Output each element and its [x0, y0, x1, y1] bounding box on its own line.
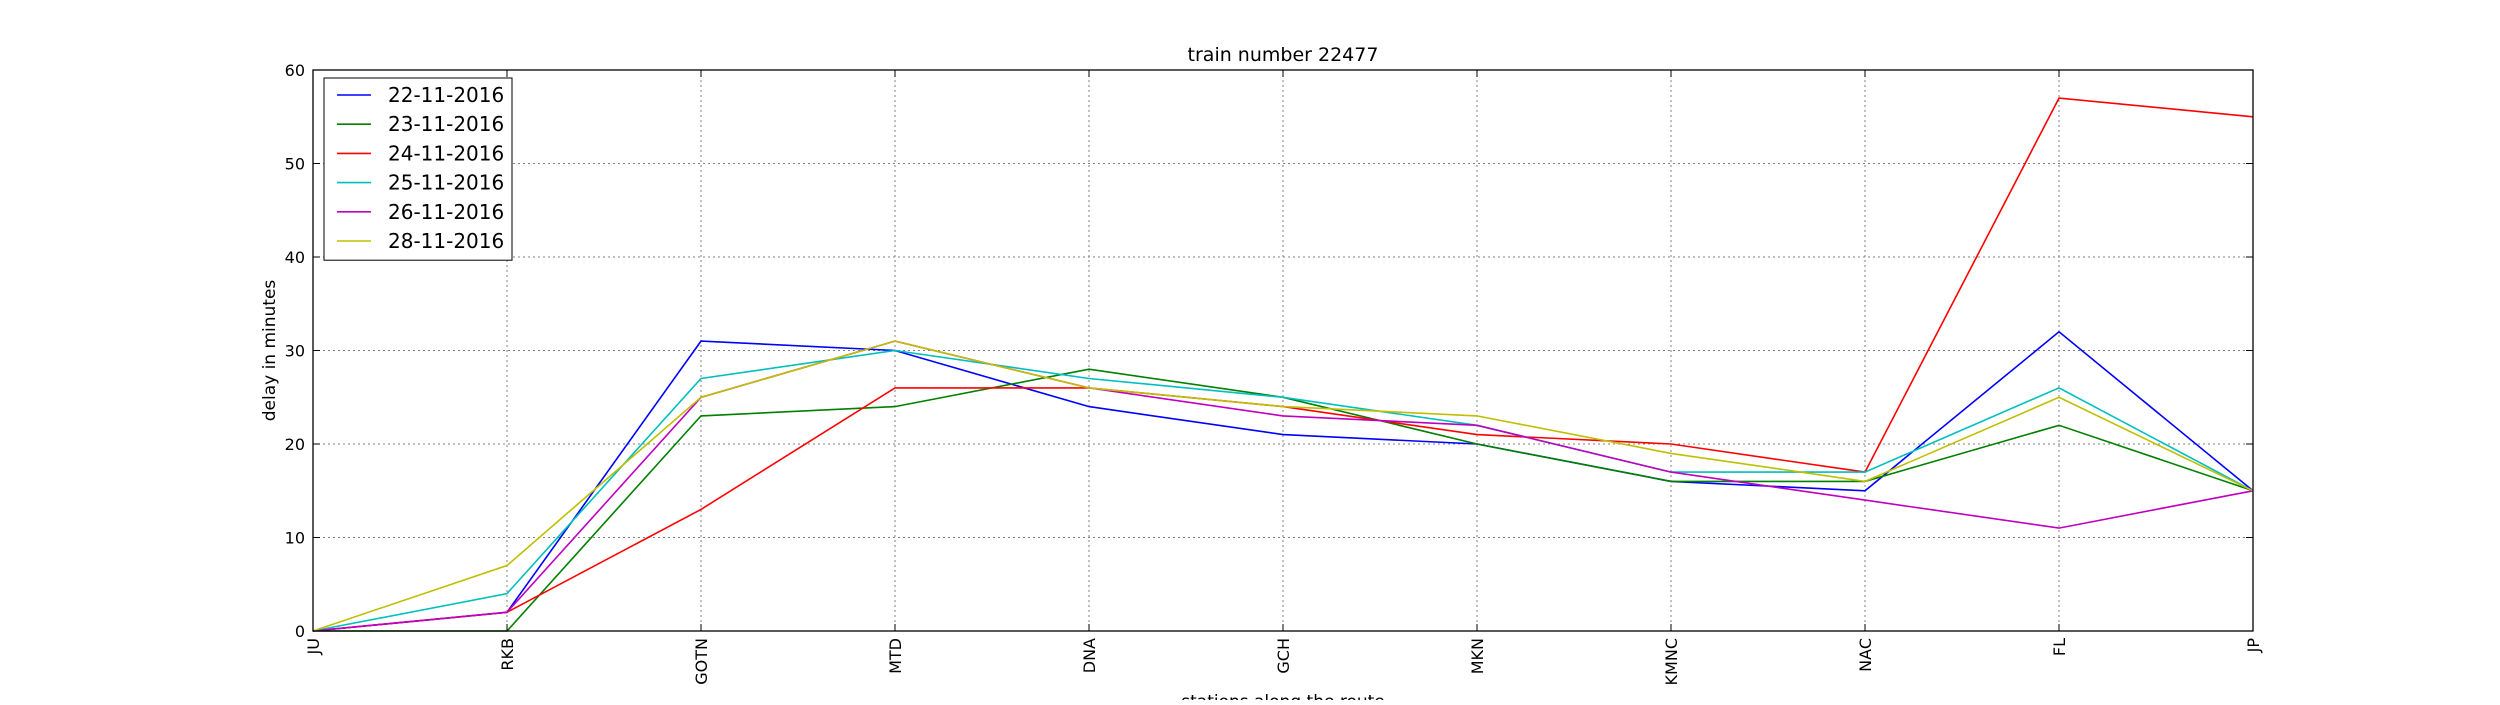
y-tick-label: 30: [285, 342, 305, 361]
y-tick-label: 40: [285, 248, 305, 267]
x-tick-label: RKB: [498, 638, 517, 671]
x-tick-label: MKN: [1468, 638, 1487, 674]
x-tick-label: NAC: [1856, 638, 1875, 672]
legend-label: 28-11-2016: [388, 229, 504, 253]
legend-label: 26-11-2016: [388, 200, 504, 224]
x-tick-label: JU: [304, 638, 323, 655]
y-tick-label: 10: [285, 529, 305, 548]
x-tick-label: KMNC: [1662, 638, 1681, 685]
axis-ticks: 0 10 20 30 40 50 60 JU RKB GOTN MTD DNA GCH MKN KMNC NA…: [285, 61, 2263, 685]
series-line-3: [312, 349, 2254, 632]
y-tick-label: 20: [285, 435, 305, 454]
series-lines: [312, 97, 2254, 632]
legend-box: [323, 77, 513, 261]
x-tick-label: MTD: [886, 638, 905, 674]
x-tick-label: FL: [2050, 638, 2069, 656]
legend-label: 24-11-2016: [388, 141, 504, 165]
x-tick-label: GOTN: [692, 638, 711, 685]
y-tick-label: 60: [285, 61, 305, 80]
series-line-5: [312, 340, 2254, 632]
series-line-4: [312, 340, 2254, 632]
y-axis-label: delay in minutes: [260, 280, 280, 422]
y-tick-label: 50: [285, 155, 305, 174]
chart-title: train number 22477: [1188, 44, 1379, 66]
legend: 22-11-2016 23-11-2016 24-11-2016 25-11-2016…: [323, 77, 513, 261]
legend-label: 25-11-2016: [388, 171, 504, 195]
x-tick-label: GCH: [1274, 638, 1293, 674]
y-tick-label: 0: [295, 622, 305, 641]
grid: [313, 70, 2253, 631]
series-line-0: [312, 330, 2254, 632]
legend-label: 23-11-2016: [388, 112, 504, 136]
x-tick-label: JP: [2244, 638, 2263, 654]
x-tick-label: DNA: [1080, 638, 1099, 673]
legend-label: 22-11-2016: [388, 83, 504, 107]
x-axis-label: stations along the route: [1181, 692, 1385, 700]
